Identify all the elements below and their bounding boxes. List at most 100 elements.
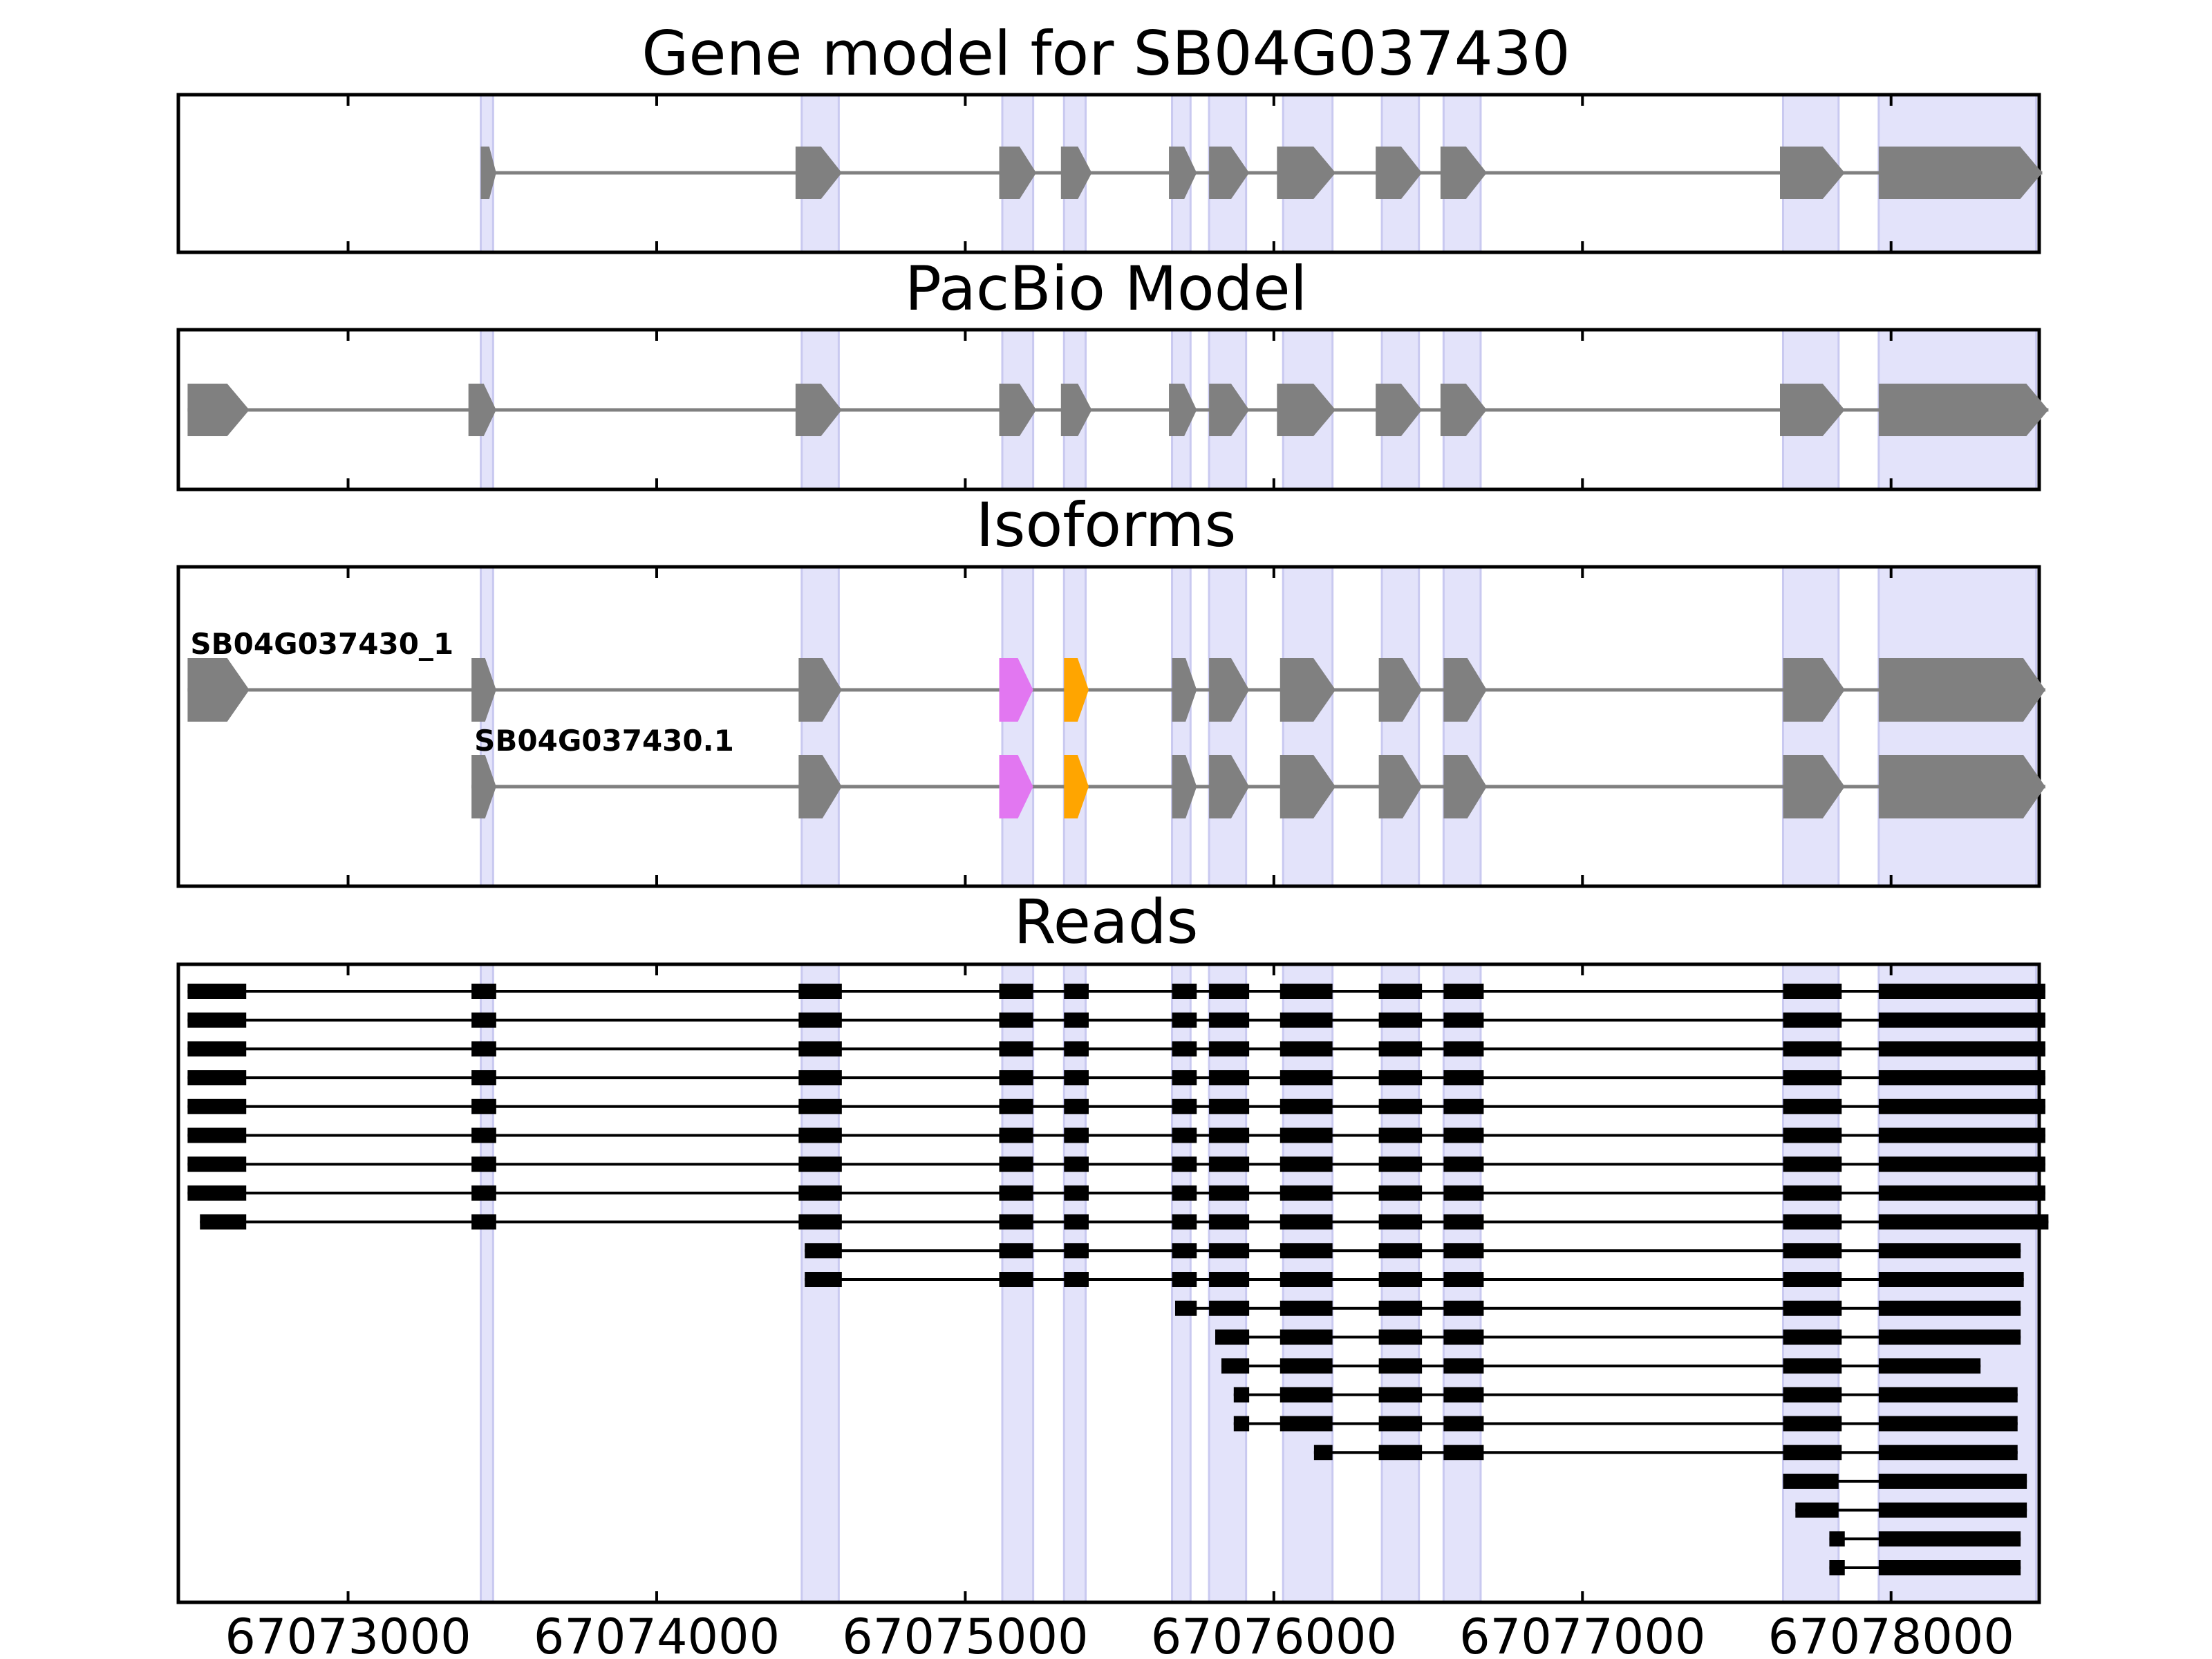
x-tick-label: 67074000 [534,1609,780,1659]
read-exon [1174,1300,1197,1316]
exon [1878,658,2045,722]
read-exon [1378,1012,1423,1028]
read-exon [187,1185,247,1201]
read-exon [798,1127,842,1143]
x-tick-label: 67076000 [1151,1609,1397,1659]
read-exon [1209,1185,1250,1201]
exon [1878,147,2043,199]
read-exon [1378,1185,1423,1201]
x-axis-tick-labels: 67073000 67074000 67075000 67076000 6707… [225,1609,2014,1659]
read-exon [1280,1243,1333,1259]
exon [1878,755,2045,818]
read-exon [798,1098,842,1114]
read-exon [1233,1416,1250,1432]
read-exon [1878,1098,2045,1114]
read-exon [1783,1445,1842,1461]
read-exon [999,1214,1033,1230]
read-exon [798,1070,842,1086]
alt-exon [1064,658,1089,722]
highlight-band [1171,565,1192,888]
read-exon [1878,1416,2018,1432]
read-exon [1878,984,2045,999]
read-exon [1829,1560,1845,1575]
read-exon [1878,1502,2027,1518]
read-exon [1443,1098,1484,1114]
read-exon [1378,1156,1423,1172]
x-tick-label: 67075000 [842,1609,1088,1659]
read-exon [1064,1272,1089,1287]
read-exon [1443,1185,1484,1201]
read-exon [1878,1358,1981,1374]
exon [471,755,496,818]
exon [795,384,842,436]
read-exon [1378,1272,1423,1287]
read-exon [1443,984,1484,999]
read-exon [1783,1041,1842,1057]
read-exon [1783,1070,1842,1086]
read-exon [999,1012,1033,1028]
alt-exon [999,755,1033,818]
x-tick-label: 67077000 [1459,1609,1705,1659]
exon [1209,755,1250,818]
read-exon [1783,1156,1842,1172]
highlight-band [800,565,840,888]
read-exon [471,1070,496,1086]
x-tick-label: 67073000 [225,1609,471,1659]
read-exon [999,1041,1033,1057]
reads-panel [176,962,2049,1604]
exon [471,658,496,722]
read-exon [798,1156,842,1172]
read-exon [1172,1156,1197,1172]
read-exon [1378,1243,1423,1259]
read-exon [200,1214,247,1230]
read-exon [1233,1387,1250,1403]
read-exon [1280,984,1333,999]
read-exon [999,1272,1033,1287]
read-exon [1280,1185,1333,1201]
read-exon [1064,1243,1089,1259]
read-exon [187,1156,247,1172]
read-exon [1443,1156,1484,1172]
read-exon [1280,1416,1333,1432]
read-exon [1443,1243,1484,1259]
exon [1209,147,1250,199]
read-exon [1878,1041,2045,1057]
read-exon [1878,1560,2021,1575]
read-exon [1064,1185,1089,1201]
gene-model-title: Gene model for SB04G037430 [641,18,1571,89]
read-exon [1280,1012,1333,1028]
isoforms-panel [176,565,2045,888]
exon [999,147,1037,199]
exon [1376,384,1423,436]
read-exon [1878,1127,2045,1143]
read-exon [1064,1214,1089,1230]
read-exon [1172,1127,1197,1143]
read-exon [187,1012,247,1028]
read-exon [1795,1502,1839,1518]
exon [1783,658,1845,722]
read-exon [1783,1243,1842,1259]
exon [1783,755,1845,818]
read-exon [798,1041,842,1057]
exon [798,755,842,818]
read-exon [1378,1070,1423,1086]
read-exon [1783,1300,1842,1316]
read-exon [1209,1272,1250,1287]
pacbio-model-panel [176,328,2049,491]
read-exon [1209,1243,1250,1259]
read-exon [1443,1272,1484,1287]
read-exon [1172,1098,1197,1114]
read-exon [1378,1416,1423,1432]
exon [1209,384,1250,436]
read-exon [1878,1300,2021,1316]
exon [1172,658,1197,722]
read-exon [798,1214,842,1230]
read-exon [798,1012,842,1028]
exon [480,147,496,199]
exon [187,658,250,722]
read-exon [1783,1416,1842,1432]
read-exon [999,1243,1033,1259]
pacbio-model-title: PacBio Model [905,253,1307,324]
highlight-band [480,963,494,1604]
read-exon [1878,1531,2021,1547]
